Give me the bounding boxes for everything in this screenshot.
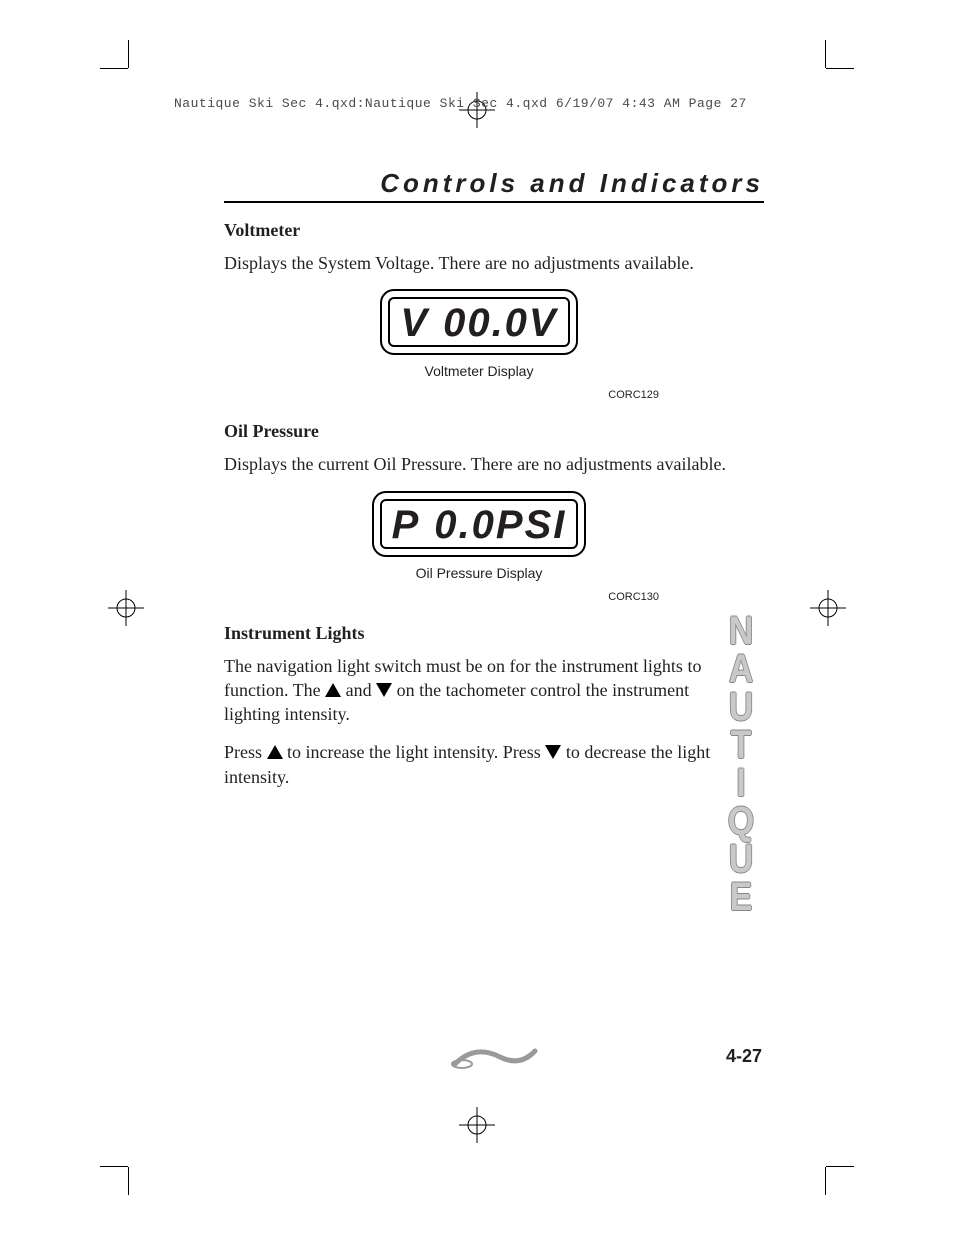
triangle-down-icon bbox=[376, 683, 392, 697]
section-heading-lights: Instrument Lights bbox=[224, 623, 734, 644]
crop-mark bbox=[100, 1166, 128, 1167]
text-fragment: to increase the light intensity. Press bbox=[283, 742, 546, 762]
logo-letter: T bbox=[723, 726, 759, 764]
triangle-up-icon bbox=[325, 683, 341, 697]
lcd-value: 0.0PSI bbox=[434, 505, 566, 545]
text-fragment: Press bbox=[224, 742, 267, 762]
logo-letter: U bbox=[723, 688, 759, 726]
crop-mark bbox=[825, 40, 826, 68]
body-text: Press to increase the light intensity. P… bbox=[224, 740, 734, 789]
logo-letter: N bbox=[723, 612, 759, 650]
lcd-prefix: P bbox=[392, 505, 421, 545]
crop-mark bbox=[826, 68, 854, 69]
figure-code: CORC129 bbox=[299, 389, 659, 401]
section-heading-voltmeter: Voltmeter bbox=[224, 220, 734, 241]
figure-caption: Voltmeter Display bbox=[224, 363, 734, 379]
logo-letter: Q bbox=[723, 802, 759, 840]
body-text: Displays the System Voltage. There are n… bbox=[224, 251, 734, 275]
voltmeter-display-figure: V 00.0V Voltmeter Display bbox=[224, 289, 734, 379]
triangle-down-icon bbox=[545, 745, 561, 759]
crop-mark bbox=[100, 68, 128, 69]
figure-caption: Oil Pressure Display bbox=[224, 565, 734, 581]
lcd-prefix: V bbox=[400, 303, 429, 343]
crop-mark bbox=[128, 1167, 129, 1195]
slug-line: Nautique Ski Sec 4.qxd:Nautique Ski Sec … bbox=[174, 96, 747, 111]
registration-mark-icon bbox=[459, 1107, 495, 1143]
body-text: Displays the current Oil Pressure. There… bbox=[224, 452, 734, 476]
oil-pressure-display-figure: P 0.0PSI Oil Pressure Display bbox=[224, 491, 734, 581]
triangle-up-icon bbox=[267, 745, 283, 759]
crop-mark bbox=[128, 40, 129, 68]
figure-code: CORC130 bbox=[299, 591, 659, 603]
logo-letter: I bbox=[723, 764, 759, 802]
section-heading-oil: Oil Pressure bbox=[224, 421, 734, 442]
brand-swoosh-icon bbox=[450, 1039, 540, 1075]
lcd-value: 00.0V bbox=[443, 303, 558, 343]
page-number: 4-27 bbox=[726, 1046, 762, 1067]
logo-letter: U bbox=[723, 840, 759, 878]
crop-mark bbox=[825, 1167, 826, 1195]
registration-mark-icon bbox=[810, 590, 846, 626]
logo-letter: A bbox=[723, 650, 759, 688]
crop-mark bbox=[826, 1166, 854, 1167]
body-text: The navigation light switch must be on f… bbox=[224, 654, 734, 727]
text-fragment: and bbox=[341, 680, 376, 700]
page-content: Voltmeter Displays the System Voltage. T… bbox=[224, 220, 734, 803]
registration-mark-icon bbox=[108, 590, 144, 626]
logo-letter: E bbox=[723, 878, 759, 916]
page-title: Controls and Indicators bbox=[224, 168, 764, 203]
brand-vertical-logo: N A U T I Q U E bbox=[720, 612, 762, 916]
